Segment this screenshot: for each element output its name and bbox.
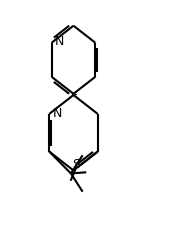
Text: N: N — [53, 107, 62, 120]
Text: S: S — [73, 158, 81, 171]
Text: N: N — [55, 35, 64, 48]
